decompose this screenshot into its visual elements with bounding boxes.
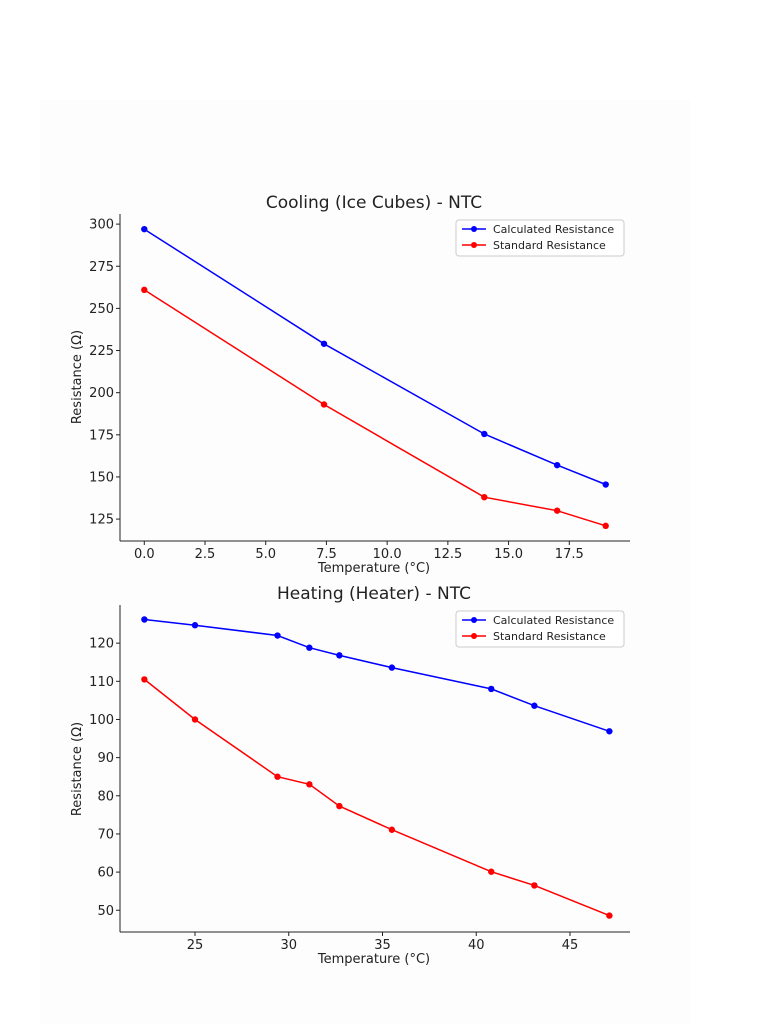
series-line-calculated <box>143 228 606 486</box>
x-tick-label: 12.5 <box>433 547 462 562</box>
x-tick-label: 30 <box>280 938 297 953</box>
data-point-calculated <box>336 652 343 659</box>
legend-label-standard: Standard Resistance <box>493 630 606 643</box>
x-tick-label: 2.5 <box>195 547 216 562</box>
legend-box <box>455 610 625 648</box>
y-axis-label: Resistance (Ω) <box>70 722 85 816</box>
data-point-calculated <box>606 728 613 735</box>
data-point-calculated <box>141 225 148 233</box>
legend-label-standard: Standard Resistance <box>493 239 606 252</box>
data-point-standard <box>481 493 488 501</box>
legend-marker-standard <box>471 633 477 639</box>
data-point-calculated <box>531 702 538 709</box>
data-point-calculated <box>191 622 199 629</box>
y-tick-label: 150 <box>89 470 114 485</box>
y-axis-label: Resistance (Ω) <box>70 330 85 424</box>
y-tick-label: 90 <box>97 751 114 766</box>
x-ticks: 0.0 2.5 5.0 7.5 10.0 12.5 15.0 17.5 <box>134 541 584 562</box>
data-point-standard <box>488 868 495 875</box>
series-line-standard <box>143 289 606 527</box>
legend-marker-standard <box>471 242 477 248</box>
data-point-calculated <box>306 644 313 651</box>
y-tick-label: 60 <box>97 866 114 881</box>
data-point-calculated <box>388 664 396 671</box>
y-tick-label: 70 <box>97 827 114 842</box>
y-tick-label: 80 <box>97 789 114 804</box>
data-point-standard <box>602 522 609 530</box>
data-point-calculated <box>320 340 328 347</box>
data-point-calculated <box>553 461 561 469</box>
y-tick-label: 300 <box>89 218 114 233</box>
data-point-standard <box>553 507 561 514</box>
data-point-standard <box>141 286 148 294</box>
y-tick-label: 275 <box>89 260 114 275</box>
x-tick-label: 0.0 <box>134 547 155 562</box>
x-tick-label: 7.5 <box>316 547 337 562</box>
x-tick-label: 25 <box>187 938 204 953</box>
data-point-standard <box>320 401 328 408</box>
data-point-standard <box>606 912 613 919</box>
x-tick-label: 35 <box>374 938 391 953</box>
legend-box <box>455 219 625 257</box>
y-tick-label: 120 <box>89 637 114 652</box>
legend-marker-calculated <box>471 617 477 623</box>
x-tick-label: 45 <box>562 938 579 953</box>
legend-marker-calculated <box>471 226 477 232</box>
x-ticks: 25 30 35 40 45 <box>187 932 579 953</box>
data-point-calculated <box>141 616 148 623</box>
data-point-standard <box>274 773 281 780</box>
series-group <box>141 616 613 919</box>
cooling-chart: Cooling (Ice Cubes) - NTC 0.0 2.5 5.0 7.5 10… <box>70 193 630 576</box>
y-tick-label: 225 <box>89 344 114 359</box>
x-axis-label: Temperature (°C) <box>317 561 430 576</box>
chart-title: Heating (Heater) - NTC <box>277 584 471 604</box>
y-tick-label: 250 <box>89 302 114 317</box>
legend: Calculated Resistance Standard Resistanc… <box>455 219 625 257</box>
y-tick-label: 200 <box>89 386 114 401</box>
y-ticks: 50 60 70 80 90 100 110 120 <box>89 637 120 919</box>
y-tick-label: 175 <box>89 428 114 443</box>
x-tick-label: 17.5 <box>555 547 584 562</box>
heating-chart: Heating (Heater) - NTC 25 30 35 40 45 50 60 70… <box>70 584 630 967</box>
x-axis-label: Temperature (°C) <box>317 952 430 967</box>
y-tick-label: 50 <box>97 904 114 919</box>
data-point-calculated <box>481 430 488 438</box>
x-tick-label: 5.0 <box>255 547 276 562</box>
data-point-standard <box>306 781 313 788</box>
x-tick-label: 15.0 <box>494 547 523 562</box>
y-tick-label: 125 <box>89 513 114 528</box>
legend: Calculated Resistance Standard Resistanc… <box>455 610 625 648</box>
x-tick-label: 10.0 <box>373 547 402 562</box>
data-point-standard <box>531 882 538 889</box>
y-tick-label: 110 <box>89 675 114 690</box>
data-point-standard <box>191 716 199 723</box>
data-point-calculated <box>488 685 495 693</box>
data-point-calculated <box>274 632 281 639</box>
y-ticks: 125 150 175 200 225 250 275 300 <box>89 218 120 528</box>
y-tick-label: 100 <box>89 713 114 728</box>
data-point-standard <box>388 826 396 833</box>
data-point-calculated <box>602 481 609 488</box>
data-point-standard <box>336 802 343 810</box>
data-point-standard <box>141 676 148 683</box>
x-tick-label: 40 <box>468 938 485 953</box>
legend-label-calculated: Calculated Resistance <box>493 223 614 236</box>
series-line-standard <box>143 678 610 917</box>
legend-label-calculated: Calculated Resistance <box>493 614 614 627</box>
series-group <box>141 225 609 530</box>
chart-title: Cooling (Ice Cubes) - NTC <box>266 193 482 213</box>
